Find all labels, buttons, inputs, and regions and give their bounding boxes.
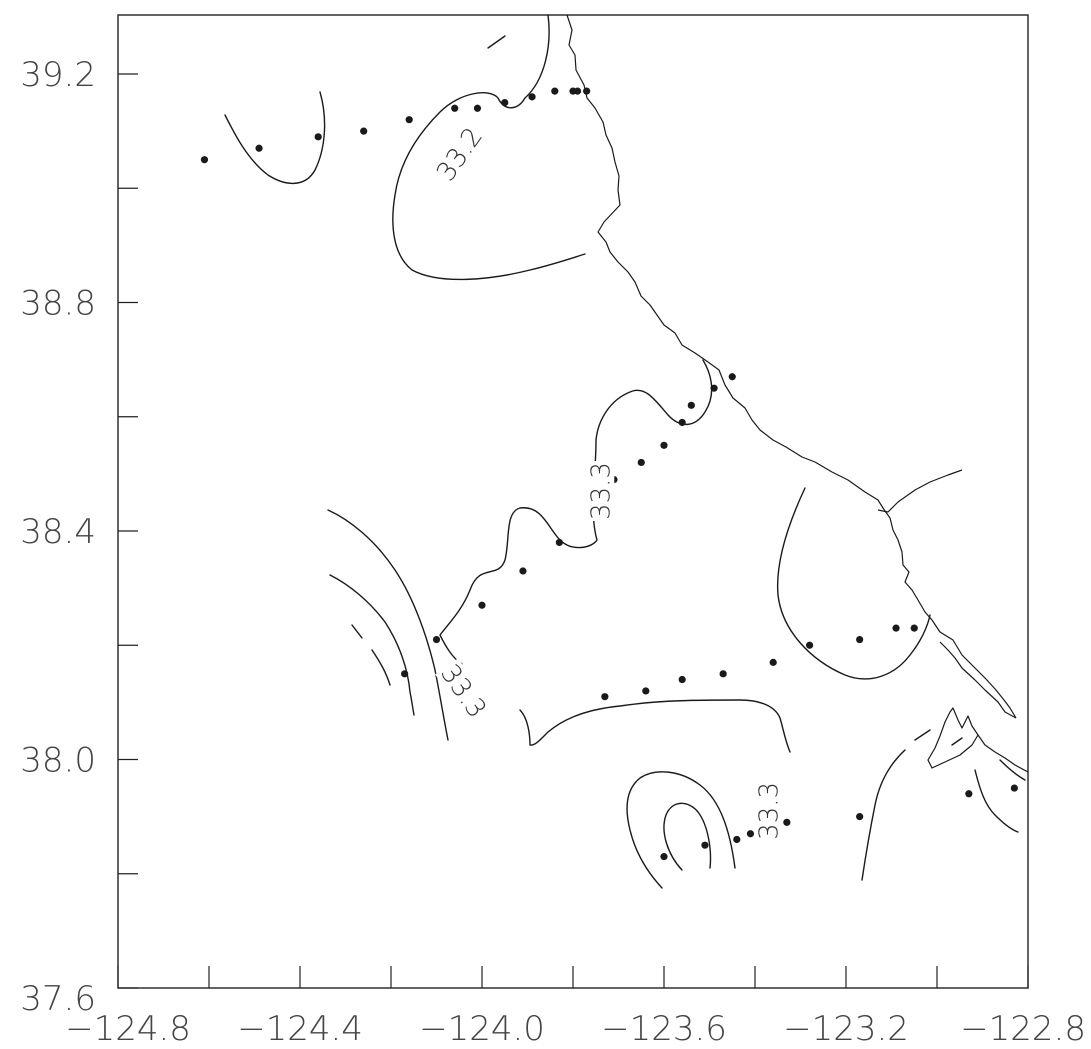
station-point xyxy=(432,635,441,644)
contour-south-loop xyxy=(626,771,736,889)
station-point xyxy=(806,641,814,649)
station-point xyxy=(892,624,900,632)
x-tick-label: −124.4 xyxy=(237,1009,363,1049)
station-point xyxy=(551,87,559,95)
plot-frame xyxy=(117,14,1029,989)
station-point xyxy=(405,116,413,124)
station-point xyxy=(555,538,563,547)
station-point xyxy=(451,104,459,112)
station-point xyxy=(642,687,650,695)
contour-label-group: 33.3 xyxy=(586,461,616,522)
contour-label-background xyxy=(430,121,488,187)
contour-mid-33-3 xyxy=(439,359,713,665)
contour-lower-33-3 xyxy=(519,699,791,753)
station-point xyxy=(401,670,409,678)
contour-label: 33.2 xyxy=(431,122,489,187)
y-tick-label: 38.4 xyxy=(20,512,96,552)
contour-west-inner xyxy=(329,574,415,716)
contour-north-west xyxy=(224,91,326,185)
x-tick-label: −123.2 xyxy=(783,1009,909,1049)
coastline xyxy=(566,14,1029,773)
station-point xyxy=(769,658,777,666)
contour-south-east xyxy=(861,729,963,881)
y-tick-label: 37.6 xyxy=(20,979,96,1019)
contour-label-group: 33.2 xyxy=(430,121,489,187)
contour-east-loop xyxy=(776,487,931,680)
contour-label: 33.3 xyxy=(586,462,616,520)
station-point xyxy=(678,675,686,684)
station-point xyxy=(660,853,668,861)
station-point xyxy=(314,133,322,141)
golden-gate-coast xyxy=(977,734,1029,773)
station-point xyxy=(1010,784,1018,792)
x-tick-label: −124.8 xyxy=(65,1009,191,1049)
station-point xyxy=(687,401,695,409)
axis-ticks xyxy=(117,73,1029,989)
station-point xyxy=(528,93,536,101)
station-point xyxy=(573,87,582,95)
station-point xyxy=(746,830,755,838)
y-tick-label: 39.2 xyxy=(20,55,96,95)
station-point xyxy=(701,841,709,849)
contour-west-small xyxy=(351,624,391,686)
station-point xyxy=(519,567,527,575)
contour-label-background xyxy=(586,461,615,522)
contour-north-33-2 xyxy=(392,14,586,281)
station-point xyxy=(360,127,368,135)
contour-label-group: 33.3 xyxy=(754,780,785,841)
x-tick-label: −124.0 xyxy=(419,1009,545,1049)
station-point xyxy=(910,624,918,632)
bay-inlet-lower xyxy=(939,641,1017,719)
station-point xyxy=(965,790,973,798)
contour-west-outer xyxy=(327,509,449,741)
station-point xyxy=(856,813,864,821)
station-point xyxy=(783,818,791,826)
coastline-main xyxy=(566,14,1017,719)
station-point xyxy=(200,156,209,164)
contour-label: 33.3 xyxy=(755,782,785,840)
contour-label-group: 33.3 xyxy=(434,658,493,724)
station-points xyxy=(200,87,1018,861)
point-reyes-bay xyxy=(927,707,979,769)
contour-far-east xyxy=(974,759,1026,833)
y-tick-label: 38.0 xyxy=(20,741,96,781)
station-point xyxy=(583,87,591,95)
station-point xyxy=(601,693,609,701)
station-point xyxy=(660,441,668,449)
station-point xyxy=(728,373,736,381)
salinity-contours xyxy=(224,14,1026,889)
contour-north-tick xyxy=(487,35,506,49)
station-point xyxy=(637,458,645,467)
y-tick-label: 38.8 xyxy=(20,284,96,324)
station-point xyxy=(473,104,482,112)
station-point xyxy=(719,670,727,678)
x-tick-label: −123.6 xyxy=(601,1009,727,1049)
station-point xyxy=(255,144,263,152)
bay-inlet xyxy=(877,469,963,513)
axis-tick-labels: −124.8 −124.4 −124.0 −123.6 −123.2 −122.8 37.6… xyxy=(20,55,1086,1049)
station-point xyxy=(733,835,741,844)
contour-label-background xyxy=(435,658,493,724)
station-point xyxy=(478,601,486,609)
contour-label-background xyxy=(754,780,783,841)
contour-labels: 33.2 33.3 33.3 33.3 xyxy=(430,121,785,841)
station-point xyxy=(856,635,864,644)
station-point xyxy=(678,418,686,427)
x-tick-label: −122.8 xyxy=(960,1009,1086,1049)
station-point xyxy=(501,98,509,107)
station-point xyxy=(710,384,718,392)
